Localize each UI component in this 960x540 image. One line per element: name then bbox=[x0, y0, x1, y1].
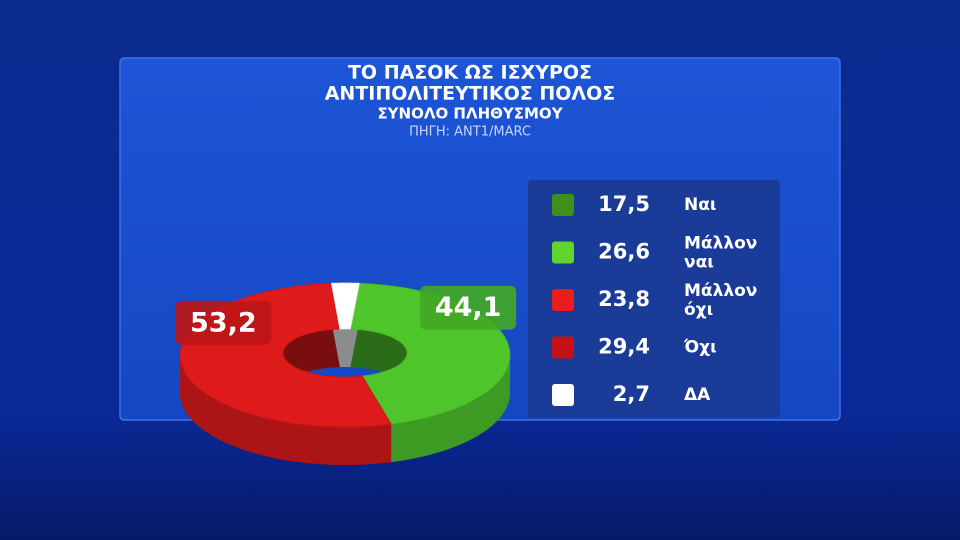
legend-label: Όχι bbox=[683, 338, 717, 358]
legend-label: Ναι bbox=[684, 195, 717, 215]
legend-value: 17,5 bbox=[598, 192, 650, 216]
legend-value: 23,8 bbox=[598, 287, 650, 311]
legend-box bbox=[528, 180, 780, 418]
legend-label: Μάλλον ναι bbox=[684, 234, 757, 273]
legend-swatch bbox=[552, 336, 574, 359]
legend-label: ΔΑ bbox=[684, 385, 711, 405]
chart-title: ΤΟ ΠΑΣΟΚ ΩΣ ΙΣΧΥΡΟΣ bbox=[348, 62, 592, 84]
legend-swatch bbox=[552, 384, 574, 406]
legend-value: 29,4 bbox=[598, 335, 650, 359]
group-label: 53,2 bbox=[190, 307, 257, 338]
legend-value: 2,7 bbox=[613, 382, 650, 406]
legend-swatch bbox=[552, 289, 574, 311]
chart-title: ΑΝΤΙΠΟΛΙΤΕΥΤΙΚΟΣ ΠΟΛΟΣ bbox=[325, 83, 616, 105]
legend-value: 26,6 bbox=[598, 240, 650, 264]
chart-subtitle: ΣΥΝΟΛΟ ΠΛΗΘΥΣΜΟΥ bbox=[377, 105, 563, 123]
group-label: 44,1 bbox=[435, 292, 502, 323]
group-label-box bbox=[175, 300, 272, 345]
donut-side bbox=[180, 355, 392, 465]
donut-slice bbox=[330, 282, 360, 330]
donut-side bbox=[391, 355, 510, 463]
group-label-box bbox=[420, 285, 517, 330]
donut-bottom bbox=[331, 321, 360, 368]
source: ΠΗΓΗ: ΑΝΤ1/MARC bbox=[409, 125, 531, 140]
legend-label: Μάλλον όχι bbox=[684, 281, 757, 320]
legend-swatch bbox=[552, 194, 574, 216]
legend-swatch bbox=[552, 241, 574, 264]
